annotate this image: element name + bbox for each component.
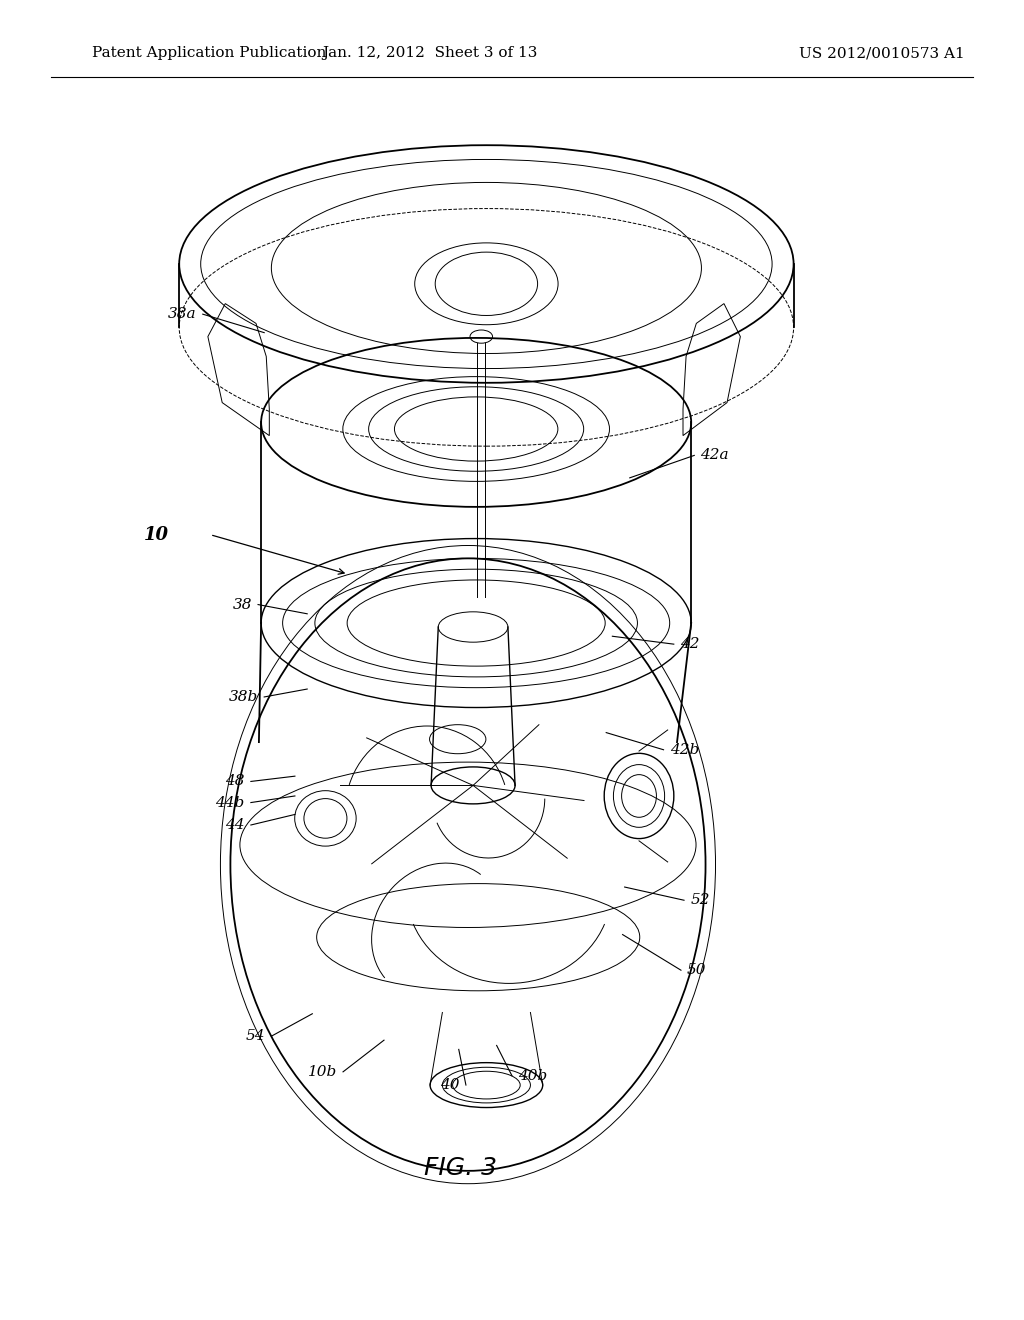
Text: 38a: 38a	[168, 308, 197, 321]
Text: 40: 40	[440, 1078, 460, 1092]
Text: Jan. 12, 2012  Sheet 3 of 13: Jan. 12, 2012 Sheet 3 of 13	[323, 46, 538, 61]
Text: Patent Application Publication: Patent Application Publication	[92, 46, 327, 61]
Text: 38: 38	[232, 598, 252, 611]
Text: 52: 52	[690, 894, 710, 907]
Text: 54: 54	[246, 1030, 265, 1043]
Text: 44b: 44b	[215, 796, 245, 809]
Text: 40b: 40b	[518, 1069, 548, 1082]
Text: 48: 48	[225, 775, 245, 788]
Text: 50: 50	[687, 964, 707, 977]
Text: 10: 10	[144, 525, 169, 544]
Text: 38b: 38b	[228, 690, 258, 704]
Text: FIG. 3: FIG. 3	[424, 1156, 498, 1180]
Text: 44: 44	[225, 818, 245, 832]
Text: 42b: 42b	[670, 743, 699, 756]
Text: 10b: 10b	[307, 1065, 337, 1078]
Text: US 2012/0010573 A1: US 2012/0010573 A1	[799, 46, 965, 61]
Text: 42a: 42a	[700, 449, 729, 462]
Text: 42: 42	[680, 638, 699, 651]
